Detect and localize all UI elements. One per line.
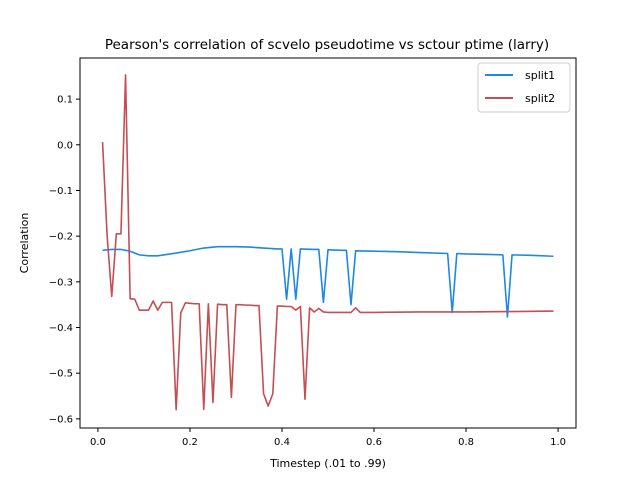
axes-frame (79, 57, 577, 429)
x-tick-label: 0.4 (274, 437, 290, 448)
y-tick-label: −0.3 (49, 277, 73, 288)
x-tick-label: 0.0 (90, 437, 106, 448)
chart-title: Pearson's correlation of scvelo pseudoti… (105, 37, 549, 53)
y-tick-label: −0.1 (49, 186, 73, 197)
x-axis: 0.0 0.2 0.4 0.6 0.8 1.0 (90, 428, 566, 448)
y-axis: −0.6 −0.5 −0.4 −0.3 −0.2 −0.1 0.0 0.1 (49, 95, 80, 425)
legend: split1 split2 (477, 62, 571, 113)
x-tick-label: 0.2 (182, 437, 198, 448)
legend-label-split2: split2 (525, 92, 555, 105)
x-tick-label: 0.6 (366, 437, 382, 448)
y-tick-label: −0.4 (49, 323, 73, 334)
y-tick-label: −0.6 (49, 414, 73, 425)
y-tick-label: −0.2 (49, 232, 73, 243)
y-tick-label: −0.5 (49, 369, 73, 380)
y-tick-label: 0.0 (57, 140, 73, 151)
x-tick-label: 0.8 (458, 437, 474, 448)
y-axis-label: Correlation (18, 213, 31, 274)
y-tick-label: 0.1 (57, 95, 73, 106)
x-tick-label: 1.0 (550, 437, 566, 448)
plot-area (101, 74, 554, 411)
legend-label-split1: split1 (525, 69, 555, 82)
series-line-split2 (101, 74, 554, 411)
series-line-split1 (102, 245, 554, 318)
legend-box (477, 62, 571, 113)
x-axis-label: Timestep (.01 to .99) (269, 457, 386, 470)
